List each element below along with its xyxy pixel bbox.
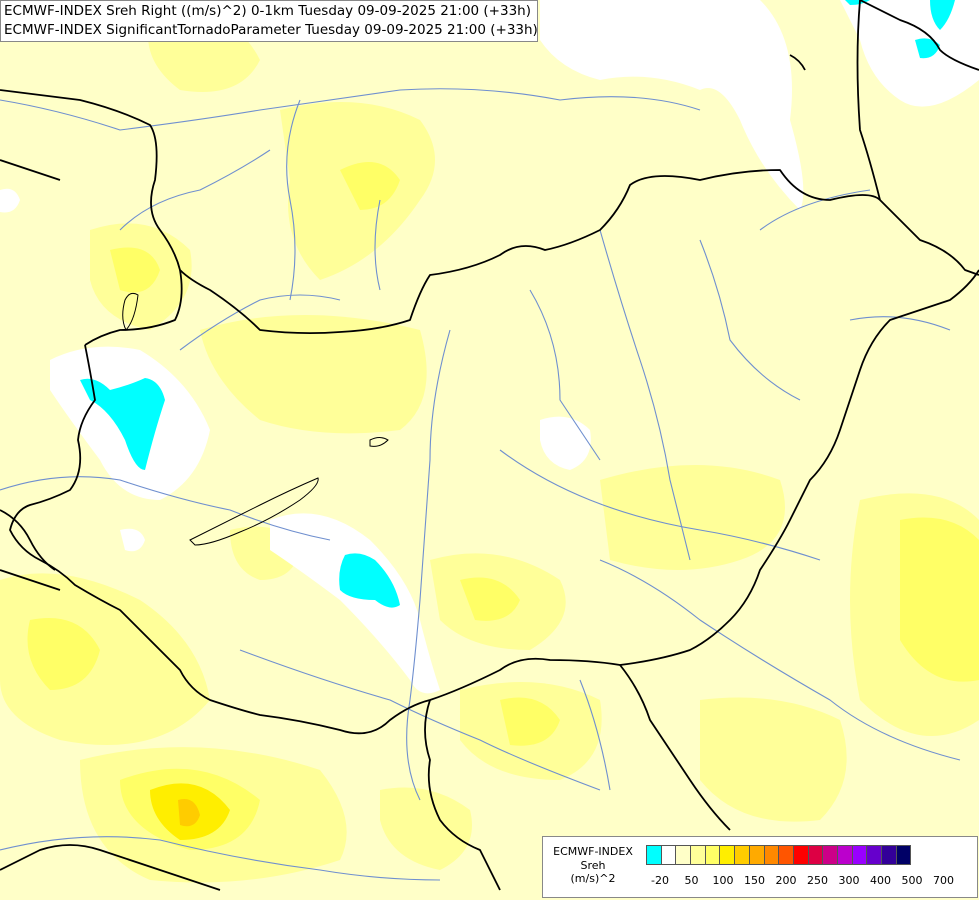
rivers xyxy=(0,88,961,881)
legend-tick: 250 xyxy=(807,874,828,887)
legend-swatch xyxy=(719,845,736,865)
legend-swatch xyxy=(807,845,824,865)
legend-swatch xyxy=(675,845,692,865)
legend-swatch xyxy=(822,845,838,865)
legend-swatch xyxy=(836,845,853,865)
legend-swatch xyxy=(895,845,912,865)
legend-swatch xyxy=(660,845,677,865)
map-title-line2: ECMWF-INDEX SignificantTornadoParameter … xyxy=(4,22,538,38)
legend-tick: 500 xyxy=(901,874,923,887)
color-legend: ECMWF-INDEX Sreh (m/s)^2 -20 50 100 150 200 2… xyxy=(542,836,978,898)
legend-tick: 700 xyxy=(933,874,954,887)
legend-swatch xyxy=(704,845,721,865)
map-title-line1: ECMWF-INDEX Sreh Right ((m/s)^2) 0-1km T… xyxy=(4,3,531,19)
legend-tick: 200 xyxy=(775,874,797,887)
legend-tick: -20 xyxy=(651,874,669,887)
legend-swatch xyxy=(763,845,780,865)
legend-swatch xyxy=(866,845,882,865)
legend-swatch xyxy=(646,845,662,865)
legend-swatch xyxy=(792,845,809,865)
sreh-field-cyan xyxy=(80,0,955,608)
legend-swatch xyxy=(778,845,794,865)
sreh-field-strong xyxy=(27,162,979,850)
legend-tick-labels: -20 50 100 150 200 250 300 400 500 700 xyxy=(646,874,976,888)
lakes xyxy=(122,292,389,546)
legend-tick: 400 xyxy=(870,874,891,887)
legend-title: ECMWF-INDEX xyxy=(553,845,633,858)
legend-tick: 150 xyxy=(744,874,765,887)
legend-label: ECMWF-INDEX Sreh (m/s)^2 xyxy=(545,845,641,886)
legend-swatch xyxy=(734,845,750,865)
sreh-field-white xyxy=(0,0,979,694)
legend-tick: 300 xyxy=(838,874,860,887)
legend-swatch xyxy=(690,845,706,865)
legend-variable: Sreh xyxy=(580,858,606,872)
legend-swatches xyxy=(646,845,912,865)
legend-tick: 100 xyxy=(712,874,734,887)
legend-unit: (m/s)^2 xyxy=(570,872,616,885)
legend-swatch xyxy=(851,845,868,865)
legend-swatch xyxy=(881,845,897,865)
map-title-box: ECMWF-INDEX Sreh Right ((m/s)^2) 0-1km T… xyxy=(0,0,538,42)
legend-swatch xyxy=(748,845,765,865)
legend-tick: 50 xyxy=(684,874,699,887)
